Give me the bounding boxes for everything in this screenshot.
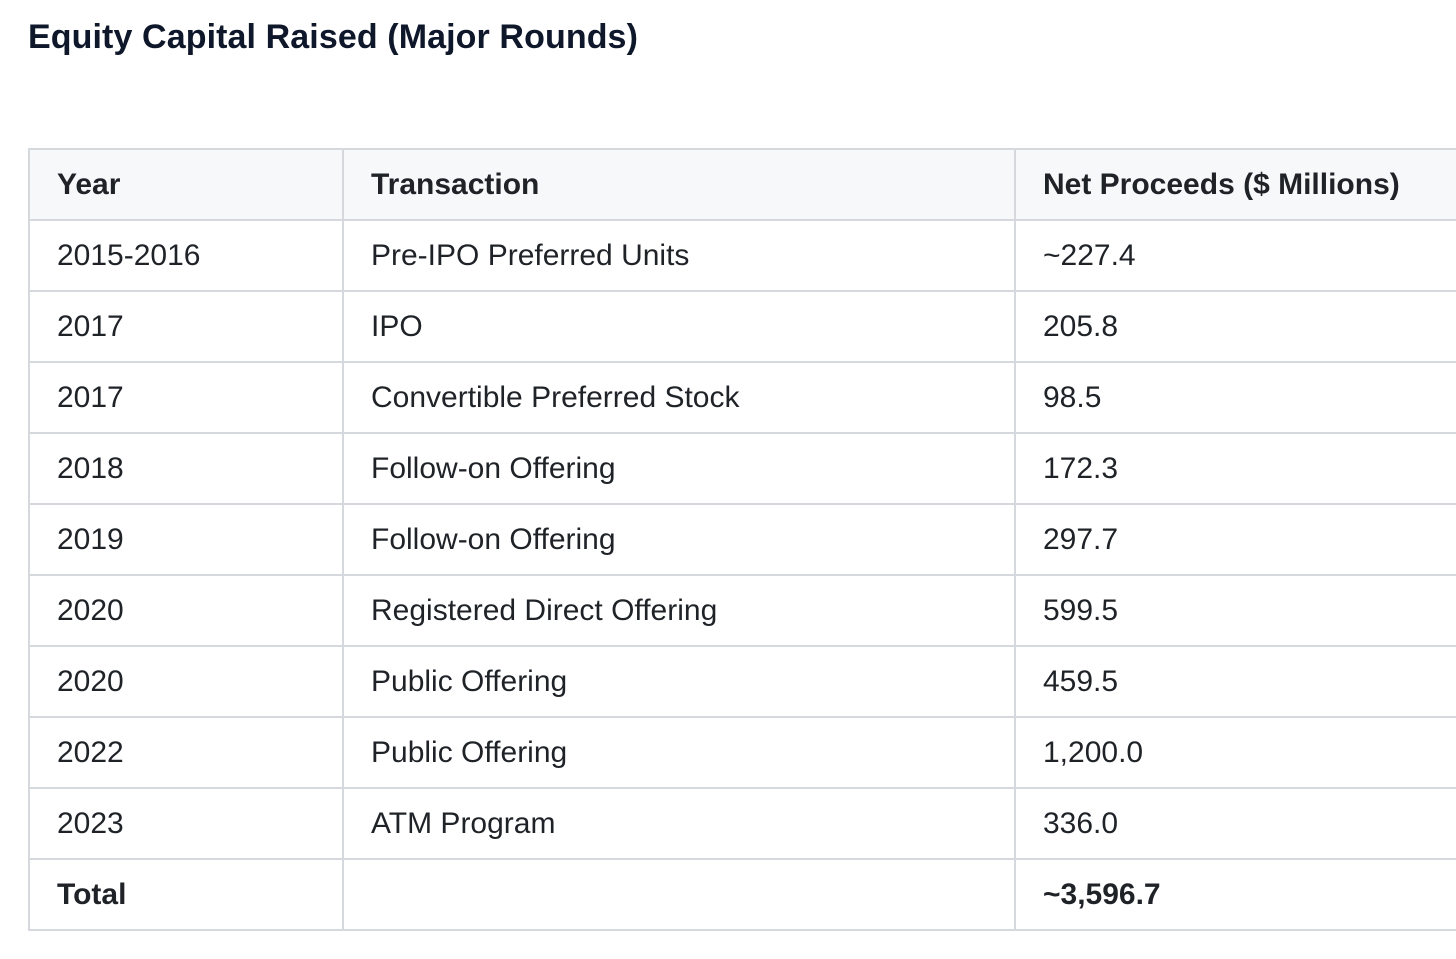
header-net-proceeds: Net Proceeds ($ Millions) [1014, 148, 1456, 221]
header-year: Year [28, 148, 344, 221]
table-row: 2017 Convertible Preferred Stock 98.5 [28, 361, 1456, 434]
cell-transaction: Registered Direct Offering [342, 574, 1016, 647]
cell-transaction: IPO [342, 290, 1016, 363]
cell-transaction: Convertible Preferred Stock [342, 361, 1016, 434]
cell-net-proceeds: 98.5 [1014, 361, 1456, 434]
table-row: 2022 Public Offering 1,200.0 [28, 716, 1456, 789]
total-net-proceeds: ~3,596.7 [1014, 858, 1456, 931]
cell-net-proceeds: 1,200.0 [1014, 716, 1456, 789]
table-row: 2023 ATM Program 336.0 [28, 787, 1456, 860]
cell-transaction: Follow-on Offering [342, 432, 1016, 505]
cell-year: 2018 [28, 432, 344, 505]
cell-year: 2017 [28, 290, 344, 363]
cell-year: 2023 [28, 787, 344, 860]
cell-net-proceeds: 599.5 [1014, 574, 1456, 647]
cell-year: 2017 [28, 361, 344, 434]
cell-net-proceeds: 336.0 [1014, 787, 1456, 860]
cell-net-proceeds: ~227.4 [1014, 219, 1456, 292]
table-row: 2020 Public Offering 459.5 [28, 645, 1456, 718]
total-transaction [342, 858, 1016, 931]
page-title: Equity Capital Raised (Major Rounds) [28, 18, 638, 56]
cell-net-proceeds: 297.7 [1014, 503, 1456, 576]
cell-year: 2022 [28, 716, 344, 789]
cell-net-proceeds: 205.8 [1014, 290, 1456, 363]
cell-transaction: Follow-on Offering [342, 503, 1016, 576]
cell-transaction: ATM Program [342, 787, 1016, 860]
table-header-row: Year Transaction Net Proceeds ($ Million… [28, 148, 1456, 221]
total-label: Total [28, 858, 344, 931]
table-total-row: Total ~3,596.7 [28, 858, 1456, 931]
cell-transaction: Public Offering [342, 645, 1016, 718]
table-row: 2019 Follow-on Offering 297.7 [28, 503, 1456, 576]
cell-year: 2019 [28, 503, 344, 576]
cell-transaction: Public Offering [342, 716, 1016, 789]
cell-year: 2015-2016 [28, 219, 344, 292]
cell-transaction: Pre-IPO Preferred Units [342, 219, 1016, 292]
cell-year: 2020 [28, 574, 344, 647]
table-row: 2020 Registered Direct Offering 599.5 [28, 574, 1456, 647]
table-row: 2017 IPO 205.8 [28, 290, 1456, 363]
equity-capital-table: Year Transaction Net Proceeds ($ Million… [28, 148, 1456, 931]
table-row: 2015-2016 Pre-IPO Preferred Units ~227.4 [28, 219, 1456, 292]
cell-year: 2020 [28, 645, 344, 718]
header-transaction: Transaction [342, 148, 1016, 221]
cell-net-proceeds: 172.3 [1014, 432, 1456, 505]
cell-net-proceeds: 459.5 [1014, 645, 1456, 718]
table-row: 2018 Follow-on Offering 172.3 [28, 432, 1456, 505]
